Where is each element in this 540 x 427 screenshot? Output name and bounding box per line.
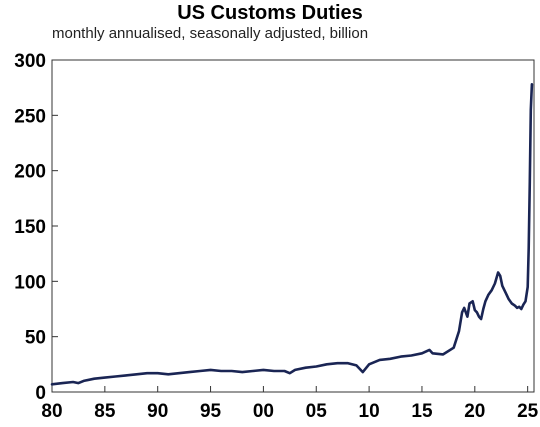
x-tick-label: 85: [94, 401, 116, 422]
series-line-customs-duties: [50, 83, 534, 386]
y-tick-label: 250: [14, 106, 46, 127]
x-tick-label: 10: [359, 401, 380, 422]
x-axis: 80 85 90 95 00 05 10 15 20 25: [41, 386, 539, 422]
x-tick-label: 15: [411, 401, 433, 422]
x-tick-label: 20: [464, 401, 485, 422]
plot-frame: [51, 59, 535, 393]
y-tick-label: 100: [14, 272, 46, 293]
y-tick-label: 0: [35, 383, 46, 404]
series-layer: [50, 83, 534, 386]
y-tick-label: 50: [25, 328, 46, 349]
y-tick-label: 150: [14, 217, 46, 238]
x-tick-label: 25: [517, 401, 539, 422]
x-tick-label: 00: [253, 401, 274, 422]
y-tick-label: 300: [14, 51, 46, 72]
y-tick-label: 200: [14, 162, 46, 183]
y-axis: 0 50 100 150 200 250 300: [14, 51, 58, 404]
x-tick-label: 80: [41, 401, 62, 422]
x-tick-label: 95: [200, 401, 222, 422]
chart-title: US Customs Duties: [177, 2, 363, 24]
x-tick-label: 05: [306, 401, 328, 422]
x-tick-label: 90: [147, 401, 168, 422]
chart-subtitle: monthly annualised, seasonally adjusted,…: [52, 25, 369, 42]
